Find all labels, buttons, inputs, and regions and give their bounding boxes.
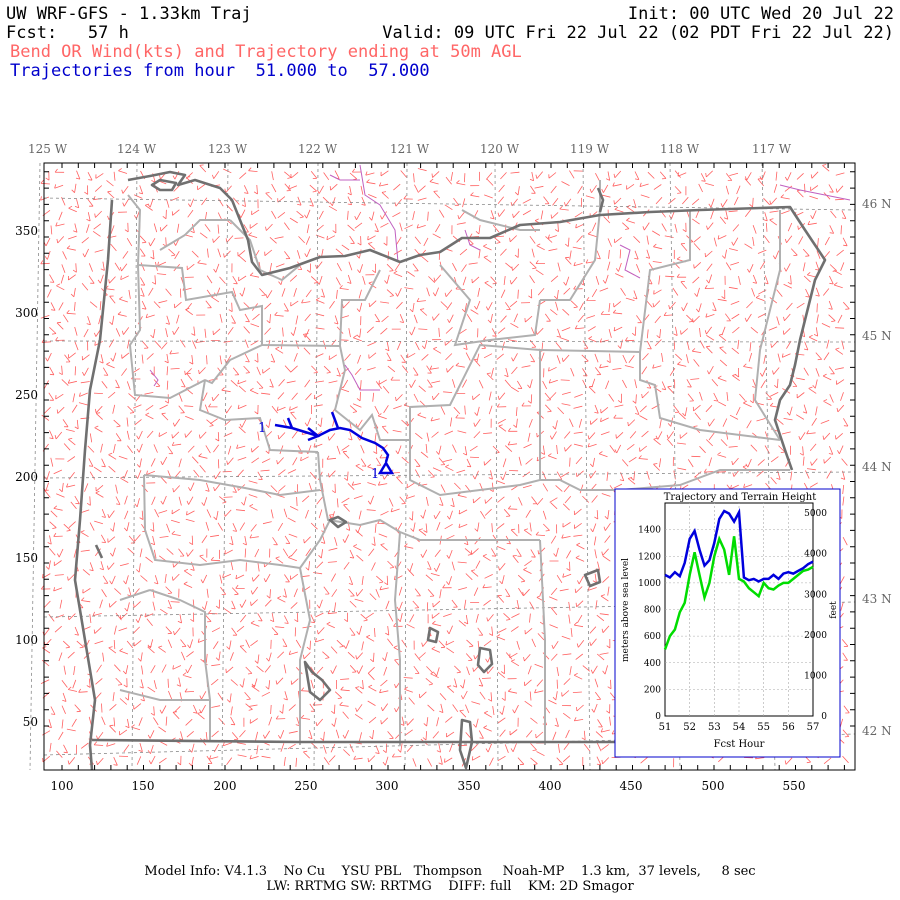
trajectory-direction-arrow <box>307 427 321 442</box>
x-index-label: 350 <box>458 779 481 793</box>
inset-x-tick: 52 <box>683 722 696 733</box>
lat-label: 46 N <box>862 197 892 211</box>
y-index-label: 350 <box>15 224 38 238</box>
inset-y-ticks-feet: 0 1000 2000 3000 4000 5000 <box>804 509 827 722</box>
model-info: Model Info: V4.1.3 No Cu YSU PBL Thompso… <box>144 864 756 879</box>
trajectory-barb <box>286 417 294 429</box>
trajectory-start-label: 1 <box>258 421 266 436</box>
x-index-label: 300 <box>376 779 399 793</box>
inset-y-tick: 600 <box>644 632 661 642</box>
y-index-label: 250 <box>15 388 38 402</box>
trajectory-range: Trajectories from hour 51.000 to 57.000 <box>10 61 430 81</box>
y-index-label: 150 <box>15 551 38 565</box>
county-boundaries <box>119 180 790 745</box>
init-time: Init: 00 UTC Wed 20 Jul 22 <box>627 4 894 24</box>
inset-x-tick: 53 <box>708 722 721 733</box>
inset-ft-tick: 3000 <box>804 590 827 600</box>
lon-label: 122 W <box>298 142 338 156</box>
trajectory-end-marker <box>377 460 395 475</box>
trajectory-barb <box>330 411 340 429</box>
frame-ticks <box>44 163 855 770</box>
inset-x-tick: 57 <box>807 722 820 733</box>
x-index-label: 450 <box>620 779 643 793</box>
inset-x-tick: 55 <box>757 722 770 733</box>
inset-title: Trajectory and Terrain Height <box>664 492 817 503</box>
inset-ft-tick: 1000 <box>804 671 827 681</box>
lon-label: 118 W <box>660 142 700 156</box>
forecast-hour: Fcst: 57 h <box>6 23 129 43</box>
inset-y-label-right: feet <box>829 601 839 619</box>
lon-label: 120 W <box>480 142 520 156</box>
x-index-label: 550 <box>783 779 806 793</box>
oregon-border <box>73 170 827 771</box>
y-index-label: 200 <box>15 470 38 484</box>
inset-y-ticks-meters: 0 200 400 600 800 1000 1200 1400 <box>638 526 661 722</box>
inset-y-tick: 0 <box>655 712 661 722</box>
trajectory-height-line <box>664 507 814 583</box>
inset-y-tick: 1200 <box>638 552 661 562</box>
trajectory-end-label: 1 <box>371 467 379 482</box>
lat-label: 42 N <box>862 724 892 738</box>
lat-label: 43 N <box>862 592 892 606</box>
trajectory-line <box>274 423 390 463</box>
x-index-label: 200 <box>214 779 237 793</box>
map-title: UW WRF-GFS - 1.33km Traj <box>6 4 252 24</box>
x-index-label: 400 <box>539 779 562 793</box>
inset-x-ticks: 51 52 53 54 55 56 57 <box>659 722 820 733</box>
model-info-2: LW: RRTMG SW: RRTMG DIFF: full KM: 2D Sm… <box>266 879 634 894</box>
inset-x-label: Fcst Hour <box>714 739 765 750</box>
tick-marks <box>44 163 855 770</box>
inset-ft-tick: 4000 <box>804 550 827 560</box>
inset-y-tick: 1000 <box>638 579 661 589</box>
y-index-label: 100 <box>15 633 38 647</box>
inset-x-tick: 56 <box>782 722 795 733</box>
inset-grid <box>665 503 813 716</box>
y-index-label: 300 <box>15 306 38 320</box>
inset-y-label-left: meters above sea level <box>621 558 631 662</box>
y-index-label: 50 <box>23 715 38 729</box>
x-index-label: 500 <box>702 779 725 793</box>
inset-gridlines <box>665 503 813 716</box>
inset-ft-tick: 0 <box>821 712 827 722</box>
water-features <box>149 164 851 549</box>
lon-label: 121 W <box>390 142 430 156</box>
inset-ft-tick: 5000 <box>804 509 827 519</box>
terrain-height-line <box>663 535 814 650</box>
lon-label: 119 W <box>570 142 610 156</box>
x-index-label: 250 <box>295 779 318 793</box>
map-subtitle: Bend OR Wind(kts) and Trajectory ending … <box>10 42 522 62</box>
lat-label: 44 N <box>862 460 892 474</box>
trajectory-path <box>274 411 395 475</box>
inset-y-tick: 200 <box>644 685 661 695</box>
inset-chart: Trajectory and Terrain Height 51 52 53 5… <box>614 488 841 758</box>
map-frame <box>43 162 856 771</box>
x-index-label: 100 <box>51 779 74 793</box>
inset-x-tick: 54 <box>733 722 746 733</box>
inset-ft-tick: 2000 <box>804 631 827 641</box>
valid-time: Valid: 09 UTC Fri 22 Jul 22 (02 PDT Fri … <box>382 23 894 43</box>
lon-label: 125 W <box>28 142 68 156</box>
lon-label: 117 W <box>752 142 792 156</box>
lat-label: 45 N <box>862 329 892 343</box>
inset-frame <box>614 488 841 758</box>
inset-x-tick: 51 <box>659 722 672 733</box>
inset-y-tick: 400 <box>644 659 661 669</box>
inset-y-tick: 800 <box>644 606 661 616</box>
x-index-label: 150 <box>132 779 155 793</box>
lon-label: 124 W <box>117 142 157 156</box>
lon-label: 123 W <box>208 142 248 156</box>
inset-y-tick: 1400 <box>638 526 661 536</box>
